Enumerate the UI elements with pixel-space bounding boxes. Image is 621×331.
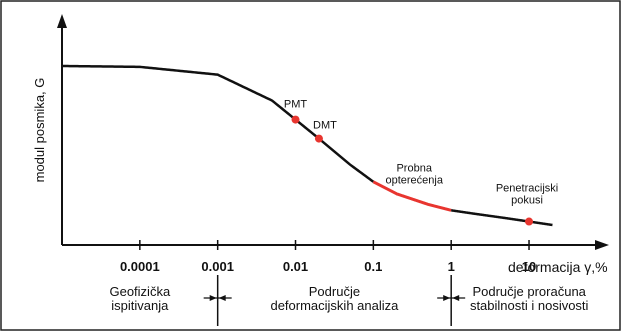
x-ticks: 0.0001 0.001 0.01 0.1 1 10 [120,240,536,274]
marker-label-2-1: pokusi [511,195,543,207]
curve-highlight-segment [372,180,452,212]
range-label-0-0: Geofizička [109,284,170,299]
range-label-1-1: deformacijskih analiza [270,298,399,313]
x-tick-label-0: 0.0001 [120,259,160,274]
marker-2 [525,217,534,226]
x-tick-label-5: 10 [522,259,536,274]
marker-0 [291,115,300,124]
x-axis-arrow [595,240,609,250]
marker-group [291,115,534,226]
range-label-0-1: ispitivanja [111,298,169,313]
x-tick-label-3: 0.1 [364,259,382,274]
range-arrow-right-1 [452,295,460,301]
range-arrow-left-0 [209,295,217,301]
x-tick-label-2: 0.01 [283,259,308,274]
range-arrow-left-1 [443,295,451,301]
curve-series-right [451,209,553,227]
x-tick-label-1: 0.001 [201,259,234,274]
range-label-2-0: Područje proračuna [472,284,586,299]
marker-label-2-0: Penetracijski [496,183,558,195]
x-axis-label: deformacija γ,% [508,259,608,275]
range-label-1-0: Područje [309,284,360,299]
x-tick-label-4: 1 [448,259,455,274]
annotation-label-0-1: opterećenja [385,175,443,187]
range-label-2-1: stabilnosti i nosivosti [470,298,589,313]
range-arrow-right-0 [218,295,226,301]
marker-1 [314,134,323,143]
marker-label-0-0: PMT [284,99,308,111]
annotation-label-0-0: Probna [396,163,432,175]
y-axis-arrow [57,14,67,28]
marker-label-1-0: DMT [313,120,337,132]
y-axis-label: modul posmika, G [32,78,47,183]
